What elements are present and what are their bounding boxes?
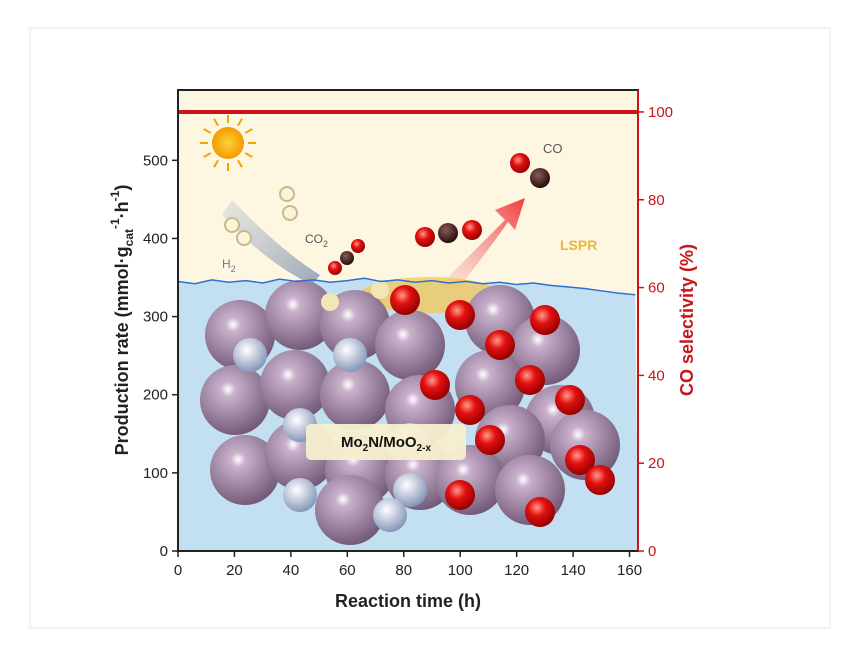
co2-sub: 2 xyxy=(323,239,328,249)
chart: COCO2H2LSPRMo2N/MoO2-x Reaction time (h)… xyxy=(0,0,855,652)
material-part: N/MoO xyxy=(368,434,417,451)
x-tick-label: 100 xyxy=(448,562,473,579)
x-tick-label: 60 xyxy=(339,562,356,579)
x-tick-label: 0 xyxy=(174,562,182,579)
y-label-sup: -1 xyxy=(108,218,122,229)
o-atom xyxy=(462,220,482,240)
y-tick-label: 400 xyxy=(143,230,168,247)
x-tick-label: 80 xyxy=(395,562,412,579)
y-axis-label: Production rate (mmol·gcat-1·h-1) xyxy=(108,185,136,456)
material-sub: 2-x xyxy=(417,443,432,454)
o-atom xyxy=(415,227,435,247)
sun xyxy=(212,127,244,159)
o-atom xyxy=(525,497,555,527)
y-tick-label: 500 xyxy=(143,152,168,169)
co2-text: CO xyxy=(305,232,323,246)
y-tick-label: 0 xyxy=(160,543,168,560)
x-tick-label: 140 xyxy=(561,562,586,579)
y-label-part: Production rate (mmol·g xyxy=(112,246,132,455)
y-tick-label: 300 xyxy=(143,309,168,326)
y2-axis-label: CO selectivity (%) xyxy=(677,244,697,396)
x-tick-label: 120 xyxy=(504,562,529,579)
y-label-sub: cat xyxy=(122,229,136,246)
c-atom xyxy=(438,223,458,243)
mo-atom xyxy=(200,365,270,435)
o-atom xyxy=(555,385,585,415)
y-label-part: ) xyxy=(112,185,132,191)
co-label: CO xyxy=(543,141,563,156)
h-atom xyxy=(371,281,389,299)
y-tick-label: 100 xyxy=(143,465,168,482)
h2-text: H xyxy=(222,257,231,271)
c-atom xyxy=(340,251,354,265)
o-atom xyxy=(328,261,342,275)
h2-atom xyxy=(280,187,294,201)
y2-tick-label: 60 xyxy=(648,280,665,297)
x-tick-label: 40 xyxy=(283,562,300,579)
h2-atom xyxy=(237,231,251,245)
o-atom xyxy=(530,305,560,335)
h2-sub: 2 xyxy=(231,264,236,274)
o-atom xyxy=(455,395,485,425)
y2-tick-label: 0 xyxy=(648,543,656,560)
lspr-label: LSPR xyxy=(560,237,597,253)
y2-tick-label: 40 xyxy=(648,367,665,384)
o-atom xyxy=(420,370,450,400)
h2-atom xyxy=(225,218,239,232)
o-atom xyxy=(485,330,515,360)
o-atom xyxy=(510,153,530,173)
n-atom xyxy=(233,338,267,372)
n-atom xyxy=(373,498,407,532)
x-tick-label: 160 xyxy=(617,562,642,579)
o-atom xyxy=(351,239,365,253)
o-atom xyxy=(390,285,420,315)
x-tick-label: 20 xyxy=(226,562,243,579)
n-atom xyxy=(333,338,367,372)
x-axis-label: Reaction time (h) xyxy=(335,591,481,611)
y2-tick-label: 100 xyxy=(648,104,673,121)
h2-atom xyxy=(283,206,297,220)
n-atom xyxy=(283,478,317,512)
c-atom xyxy=(530,168,550,188)
o-atom xyxy=(445,480,475,510)
o-atom xyxy=(585,465,615,495)
o-atom xyxy=(445,300,475,330)
o-atom xyxy=(515,365,545,395)
h-atom xyxy=(321,293,339,311)
y2-tick-label: 20 xyxy=(648,455,665,472)
y-label-sup: -1 xyxy=(108,190,122,201)
y2-tick-label: 80 xyxy=(648,192,665,209)
mo-atom xyxy=(375,310,445,380)
y-tick-label: 200 xyxy=(143,387,168,404)
o-atom xyxy=(475,425,505,455)
y-label-part: ·h xyxy=(112,201,132,218)
material-part: Mo xyxy=(341,434,363,451)
